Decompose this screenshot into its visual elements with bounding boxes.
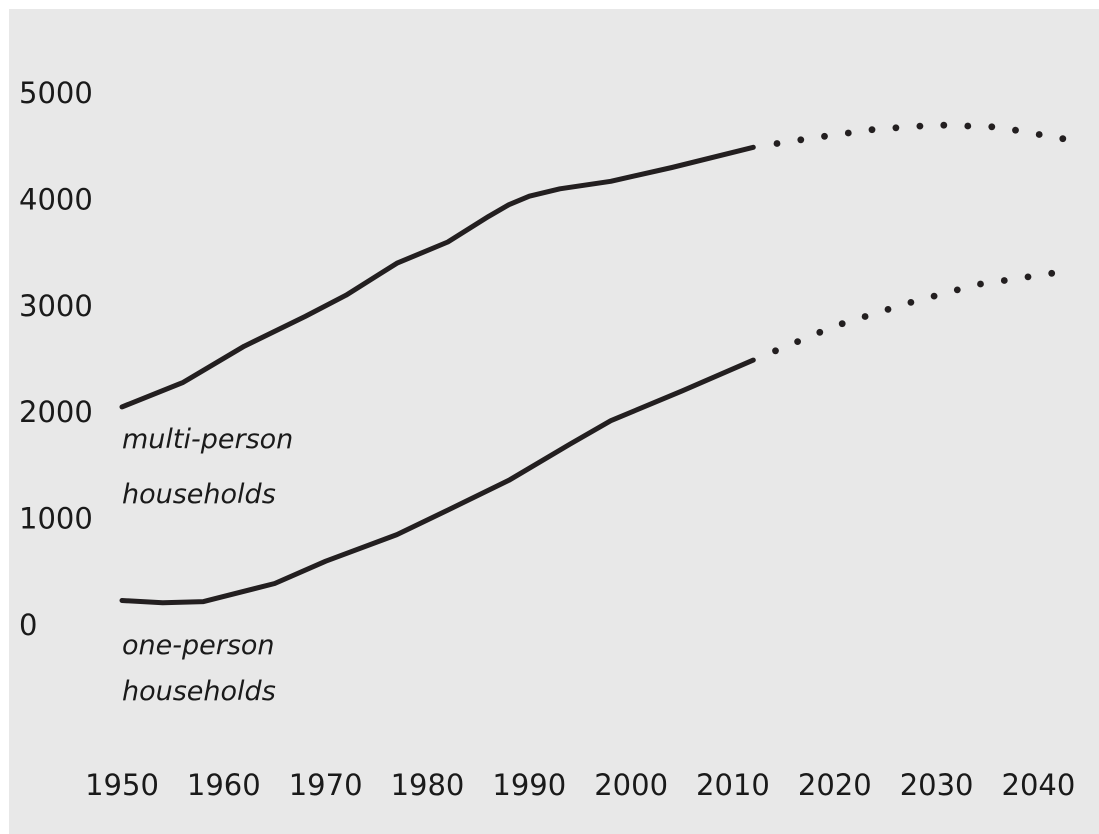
projection-dots (772, 121, 1067, 355)
projection-dot (940, 121, 948, 129)
x-tick-label: 1950 (85, 768, 159, 802)
series-line-multi-person (119, 144, 756, 410)
projection-dot (844, 129, 852, 137)
x-tick-label: 2020 (798, 768, 872, 802)
series-label: multi-person (122, 424, 293, 455)
series-label: households (122, 479, 276, 510)
x-tick-label: 1990 (492, 768, 566, 802)
projection-dot (821, 132, 828, 140)
projection-dot (868, 126, 876, 134)
y-tick-label: 1000 (19, 502, 93, 536)
projection-dot (884, 306, 892, 313)
x-axis-ticks: 1950 1960 1970 1980 1990 2000 2010 2020 2030 2040 (85, 768, 1075, 802)
projection-dot (1048, 269, 1056, 277)
x-tick-label: 2010 (696, 768, 770, 802)
series-label: households (122, 676, 276, 707)
series-line-one-person (119, 357, 756, 606)
x-tick-label: 2030 (900, 768, 974, 802)
projection-dot (773, 140, 781, 147)
projection-dot (892, 124, 900, 132)
projection-dot (794, 338, 801, 345)
projection-dot (988, 123, 996, 131)
x-tick-label: 2000 (594, 768, 668, 802)
projection-dot (964, 122, 972, 130)
plot-background (9, 9, 1099, 834)
projection-dot (930, 292, 938, 300)
projection-dot (1000, 277, 1008, 284)
x-tick-label: 2040 (1002, 768, 1076, 802)
series-lines (119, 144, 756, 606)
x-tick-label: 1970 (289, 768, 363, 802)
series-label: one-person (122, 630, 275, 661)
y-tick-label: 3000 (19, 289, 93, 323)
projection-dot (797, 136, 805, 144)
y-tick-label: 4000 (19, 182, 93, 216)
series-labels: multi-person households one-person househol… (122, 424, 293, 707)
projection-dot (772, 347, 779, 355)
projection-dot (1012, 126, 1019, 134)
projection-dot (816, 328, 824, 336)
projection-dot (1035, 131, 1043, 138)
x-tick-label: 1960 (187, 768, 261, 802)
projection-dot (907, 299, 915, 306)
x-tick-label: 1980 (391, 768, 465, 802)
y-axis-ticks: 0 1000 2000 3000 4000 5000 (19, 76, 93, 642)
projection-dot (977, 280, 984, 288)
projection-dot (953, 286, 961, 294)
y-tick-label: 0 (19, 608, 37, 642)
projection-dot (916, 122, 924, 130)
projection-dot (861, 313, 869, 320)
y-tick-label: 2000 (19, 395, 93, 429)
projection-dot (1024, 273, 1032, 281)
y-tick-label: 5000 (19, 76, 93, 110)
projection-dot (838, 320, 846, 328)
projection-dot (1059, 135, 1067, 143)
